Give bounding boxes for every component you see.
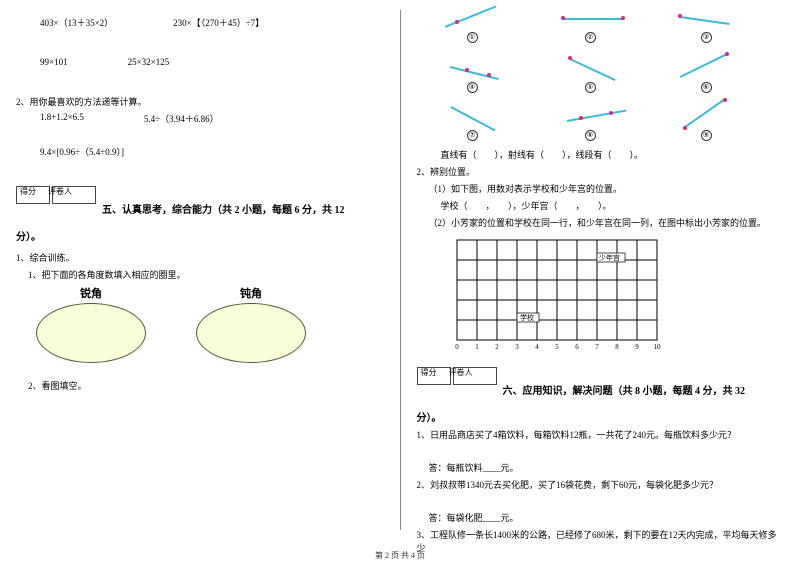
section6-end: 分）。 (417, 409, 785, 424)
school-label: 学校 (520, 313, 534, 322)
dot-2a (561, 16, 565, 20)
obtuse-ellipse (196, 303, 306, 363)
dot-4b (487, 73, 491, 77)
grader-label-2: 评卷人 (449, 368, 473, 377)
svg-text:5: 5 (555, 343, 559, 351)
expr4: 25×32×125 (128, 57, 170, 67)
ellipse-row: 锐角 钝角 (36, 285, 384, 363)
section5-end: 分）。 (16, 228, 384, 243)
svg-text:6: 6 (575, 343, 579, 351)
section5-title: 五、认真思考，综合能力（共 2 小题，每题 6 分，共 12 (102, 201, 384, 216)
q1-title: 1、综合训练。 (16, 251, 384, 264)
line-8 (566, 110, 625, 122)
line-7 (450, 106, 495, 131)
svg-text:0: 0 (455, 343, 459, 351)
line-3 (679, 16, 729, 24)
obtuse-label: 钝角 (196, 285, 306, 301)
q2-2: （2）小芳家的位置和学校在同一行，和少年宫在同一列，在图中标出小芳家的位置。 (429, 216, 785, 229)
expr1: 403×（13＋35×2） (40, 16, 113, 29)
score-label: 得分 (20, 187, 36, 196)
line-2 (563, 18, 623, 20)
score-label-2: 得分 (421, 368, 437, 377)
circled-9: ⑨ (701, 130, 712, 141)
grader-label: 评卷人 (48, 187, 72, 196)
circled-6: ⑥ (701, 82, 712, 93)
line-6 (679, 53, 726, 77)
line-desc: 直线有（ ），射线有（ ），线段有（ ）。 (441, 148, 785, 161)
expr-row-2: 99×101 25×32×125 (40, 57, 384, 67)
expr-row-1: 403×（13＋35×2） 230×【（270＋45）÷7】 (40, 16, 384, 29)
dot-8a (579, 116, 583, 120)
svg-text:10: 10 (653, 343, 661, 351)
dot-9b (723, 98, 727, 102)
right-column: ① ② ③ ④ ⑤ ⑥ ⑦ ⑧ ⑨ 直线有（ ），射线有（ ），线段有（ ）。 … (401, 0, 800, 540)
dot-6a (725, 52, 729, 56)
expr3: 99×101 (40, 57, 68, 67)
lines-diagram: ① ② ③ ④ ⑤ ⑥ ⑦ ⑧ ⑨ (425, 8, 765, 148)
obtuse-col: 钝角 (196, 285, 306, 363)
svg-text:9: 9 (635, 343, 639, 351)
circled-1: ① (467, 32, 478, 43)
q2-1: （1）如下图，用数对表示学校和少年宫的位置。 (429, 182, 785, 195)
grid-chart: 少年宫 学校 0 1 2 3 4 5 6 7 8 9 10 (447, 235, 677, 355)
dot-4a (465, 68, 469, 72)
svg-text:8: 8 (615, 343, 619, 351)
circled-2: ② (585, 32, 596, 43)
dot-3a (678, 14, 682, 18)
acute-ellipse (36, 303, 146, 363)
expr7: 9.4×[0.96÷（5.4÷0.9）] (40, 145, 384, 158)
acute-label: 锐角 (36, 285, 146, 301)
dot-8b (609, 111, 613, 115)
expr-row-3: 1.8+1.2×6.5 5.4÷（3.94＋6.86） (40, 112, 384, 125)
circled-7: ⑦ (467, 130, 478, 141)
q1-1: 1、把下面的各角度数填入相应的圈里。 (28, 268, 384, 281)
line-5 (569, 58, 615, 80)
expr6: 5.4÷（3.94＋6.86） (144, 112, 219, 125)
left-column: 403×（13＋35×2） 230×【（270＋45）÷7】 99×101 25… (0, 0, 400, 540)
q6-2: 2、刘叔叔带1340元去买化肥，买了16袋花费，剩下60元，每袋化肥多少元？ (417, 478, 785, 491)
svg-text:4: 4 (535, 343, 539, 351)
q1-2: 2、看图填空。 (28, 379, 384, 392)
page-footer: 第 2 页 共 4 页 (0, 550, 800, 561)
line-1 (444, 5, 496, 27)
dot-2b (621, 16, 625, 20)
q2-title: 2、辨别位置。 (417, 165, 785, 178)
circled-8: ⑧ (585, 130, 596, 141)
q6-1: 1、日用品商店买了4箱饮料，每箱饮料12瓶，一共花了240元。每瓶饮料多少元？ (417, 428, 785, 441)
circled-3: ③ (701, 32, 712, 43)
svg-text:2: 2 (495, 343, 499, 351)
q2-1-line: 学校（ ， ），少年宫（ ， ）。 (441, 199, 785, 212)
expr5: 1.8+1.2×6.5 (40, 112, 84, 125)
q6-1-ans: 答：每瓶饮料____元。 (429, 461, 785, 474)
q6-2-ans: 答：每袋化肥____元。 (429, 511, 785, 524)
section6-title: 六、应用知识，解决问题（共 8 小题，每题 4 分，共 32 (503, 382, 785, 397)
circled-5: ⑤ (585, 82, 596, 93)
palace-label: 少年宫 (599, 253, 620, 262)
svg-text:3: 3 (515, 343, 519, 351)
acute-col: 锐角 (36, 285, 146, 363)
q2-label: 2、用你最喜欢的方法递等计算。 (16, 95, 384, 108)
circled-4: ④ (467, 82, 478, 93)
expr2: 230×【（270＋45）÷7】 (173, 16, 264, 29)
svg-text:7: 7 (595, 343, 599, 351)
line-4 (449, 66, 498, 80)
line-9 (684, 99, 724, 128)
dot-1a (455, 20, 459, 24)
dot-9a (683, 126, 687, 130)
svg-text:1: 1 (475, 343, 479, 351)
dot-5a (568, 56, 572, 60)
